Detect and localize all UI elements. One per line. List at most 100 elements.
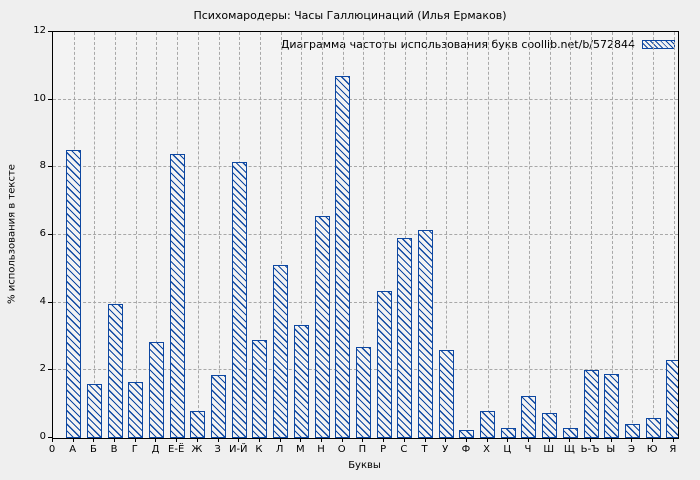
y-tick-mark (48, 166, 52, 168)
bar (231, 162, 247, 438)
gridline-vertical (384, 32, 386, 438)
x-tick-label: Ю (646, 444, 658, 455)
bar (148, 341, 164, 438)
plot-area: Диаграмма частоты использования букв coo… (52, 31, 679, 439)
x-tick-mark (321, 438, 323, 442)
x-tick-mark (72, 438, 74, 442)
gridline-vertical (673, 32, 675, 438)
gridline-vertical (508, 32, 510, 438)
bar (314, 216, 330, 438)
x-tick-label: Ы (606, 444, 616, 455)
gridline-vertical (363, 32, 365, 438)
x-tick-label: Б (89, 444, 97, 455)
bar (459, 429, 475, 438)
x-tick-label: Н (317, 444, 325, 455)
x-tick-label: Х (483, 444, 491, 455)
y-tick-label: 0 (39, 431, 46, 442)
y-tick-mark (48, 301, 52, 303)
bar (562, 427, 578, 438)
y-tick-label: 6 (39, 228, 46, 239)
x-tick-label: П (358, 444, 367, 455)
bar (335, 75, 351, 438)
x-tick-mark (362, 438, 364, 442)
y-tick-mark (48, 31, 52, 32)
x-tick-label: Ф (461, 444, 471, 455)
x-tick-mark (134, 438, 136, 442)
bar (438, 350, 454, 438)
y-tick-label: 8 (39, 160, 46, 172)
chart-title: Психомародеры: Часы Галлюцинаций (Илья Е… (193, 9, 507, 22)
x-tick-label: У (442, 444, 449, 455)
x-tick-mark (300, 438, 302, 442)
legend: Диаграмма частоты использования букв coo… (281, 38, 675, 51)
x-tick-label: Ш (543, 444, 555, 455)
x-tick-label: Ц (503, 444, 512, 455)
y-tick-label: 10 (33, 92, 46, 104)
gridline-vertical (301, 32, 303, 438)
bar (645, 417, 661, 438)
x-tick-mark (114, 438, 116, 442)
y-tick-label: 4 (39, 295, 46, 307)
x-tick-mark (279, 438, 281, 442)
gridline-horizontal (53, 234, 678, 235)
y-tick-label: 2 (39, 363, 46, 375)
x-tick-mark (238, 438, 240, 442)
bar (66, 150, 82, 438)
gridline-vertical (591, 32, 593, 438)
x-tick-label: Я (669, 444, 677, 455)
bar (583, 370, 599, 438)
x-tick-label: М (296, 444, 305, 455)
bar (86, 383, 102, 438)
x-tick-mark (507, 438, 509, 442)
x-tick-label: Л (275, 444, 284, 455)
gridline-vertical (446, 32, 448, 438)
x-tick-mark (590, 438, 592, 442)
gridline-vertical (632, 32, 634, 438)
x-tick-mark (631, 438, 633, 442)
x-tick-mark (569, 438, 571, 442)
x-tick-label: Ь-Ъ (580, 444, 600, 455)
gridline-vertical (653, 32, 655, 438)
bar (273, 265, 289, 438)
x-tick-mark (258, 438, 260, 442)
x-tick-mark (672, 438, 674, 442)
bar (211, 375, 227, 438)
bar (190, 410, 206, 438)
x-tick-label: З (214, 444, 221, 455)
x-tick-mark (93, 438, 95, 442)
gridline-vertical (487, 32, 489, 438)
x-tick-label: Щ (563, 444, 575, 455)
gridline-vertical (135, 32, 137, 438)
bar (480, 410, 496, 438)
x-tick-mark (52, 438, 53, 442)
bar (397, 238, 413, 438)
gridline-horizontal (53, 98, 678, 100)
legend-label: Диаграмма частоты использования букв coo… (280, 38, 635, 51)
x-tick-label: Ч (524, 444, 532, 455)
x-tick-mark (465, 438, 467, 442)
bar (542, 412, 558, 438)
x-origin-label: 0 (48, 444, 56, 455)
x-tick-label: И-Й (228, 444, 248, 455)
bar (418, 229, 434, 438)
gridline-vertical (259, 32, 261, 438)
bar (355, 346, 371, 438)
x-tick-label: О (337, 444, 346, 455)
x-tick-label: Г (131, 444, 138, 455)
gridline-vertical (115, 32, 117, 438)
gridline-vertical (218, 32, 220, 438)
gridline-vertical (404, 32, 406, 438)
bar (293, 324, 309, 438)
x-tick-mark (176, 438, 178, 442)
x-tick-mark (403, 438, 405, 442)
bar (169, 153, 185, 438)
x-tick-label: А (69, 444, 77, 455)
gridline-vertical (94, 32, 96, 438)
gridline-vertical (549, 32, 551, 438)
x-tick-mark (527, 438, 529, 442)
x-tick-label: Э (627, 444, 635, 455)
bar (604, 373, 620, 438)
x-tick-mark (155, 438, 157, 442)
gridline-vertical (466, 32, 468, 438)
x-tick-mark (341, 438, 343, 442)
